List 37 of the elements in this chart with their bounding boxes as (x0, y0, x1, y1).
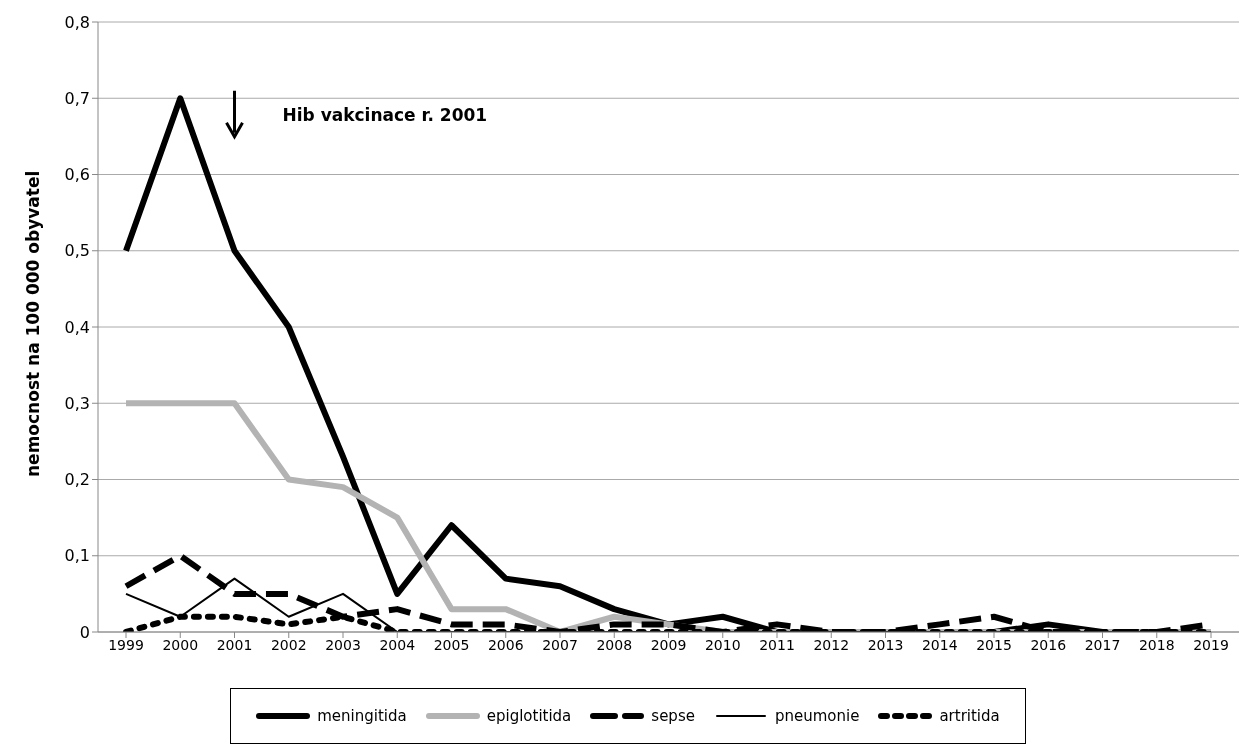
x-tick-label: 2010 (704, 636, 741, 653)
y-tick-label: 0,8 (64, 12, 90, 32)
y-tick-label: 0,6 (64, 165, 90, 185)
x-tick-label: 1999 (108, 636, 144, 653)
x-tick-label: 2018 (1138, 636, 1175, 653)
y-tick-label: 0,3 (64, 393, 90, 413)
legend-label: sepse (651, 707, 695, 725)
y-tick-label: 0 (79, 622, 90, 642)
x-tick-label: 2007 (542, 636, 578, 653)
x-tick-label: 2013 (867, 636, 904, 653)
x-tick-label: 2002 (270, 636, 307, 653)
annotation: Hib vakcinace r. 2001 (282, 104, 488, 125)
legend-label: epiglotitida (486, 707, 572, 725)
x-tick-label: 2016 (1030, 636, 1067, 653)
y-tick-label: 0,1 (64, 546, 90, 566)
legend-label: meningitida (317, 707, 407, 725)
x-tick-label: 2014 (921, 636, 958, 653)
y-tick-label: 0,5 (64, 241, 90, 261)
y-tick-label: 0,7 (64, 88, 90, 108)
y-tick-label: 0,2 (64, 470, 90, 490)
x-tick-label: 2001 (216, 636, 253, 653)
x-tick-label: 2011 (759, 636, 795, 653)
x-tick-label: 2004 (379, 636, 416, 653)
legend-label: pneumonie (774, 707, 860, 725)
x-tick-label: 2008 (596, 636, 633, 653)
legend-label: artritida (939, 707, 1000, 725)
x-tick-label: 2006 (487, 636, 524, 653)
x-tick-label: 2012 (813, 636, 850, 653)
x-tick-label: 2015 (976, 636, 1012, 653)
y-tick-label: 0,4 (64, 317, 90, 337)
x-tick-label: 2019 (1193, 636, 1229, 653)
x-tick-label: 2017 (1084, 636, 1121, 653)
x-tick-label: 2005 (433, 636, 470, 653)
x-tick-label: 2003 (325, 636, 361, 653)
x-tick-label: 2000 (162, 636, 199, 653)
y-axis-title: nemocnost na 100 000 obyvatel (23, 170, 44, 477)
x-tick-label: 2009 (650, 636, 687, 653)
